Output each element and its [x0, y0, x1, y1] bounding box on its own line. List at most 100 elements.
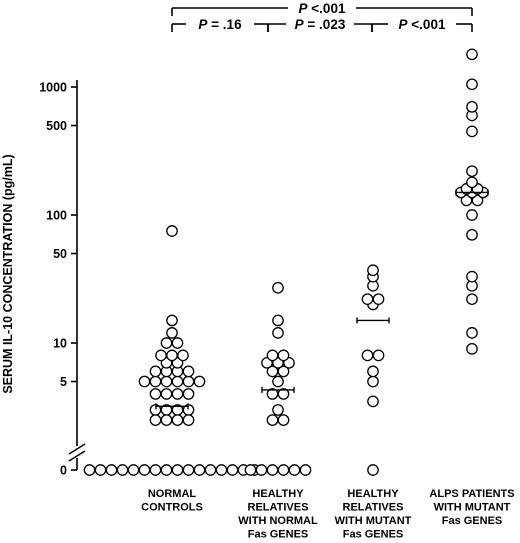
p-symbol: P — [399, 17, 409, 32]
p-value-text: <.001 — [408, 17, 446, 32]
axis-break-mark-1 — [68, 443, 86, 455]
p-value-label: P = .16 — [198, 17, 242, 32]
data-point — [149, 375, 162, 388]
data-point — [171, 388, 184, 400]
data-point — [466, 78, 478, 91]
data-point — [149, 388, 162, 400]
data-point — [266, 464, 279, 476]
data-point — [182, 365, 195, 378]
data-point — [127, 464, 140, 476]
data-point — [277, 464, 290, 476]
y-tick-label: 10 — [53, 337, 67, 351]
data-point — [193, 375, 206, 388]
data-point — [149, 414, 162, 426]
data-point — [288, 464, 301, 476]
p-value-text: = .023 — [304, 17, 346, 32]
data-point — [277, 388, 290, 400]
data-point — [116, 464, 129, 476]
category-label: WITH NORMAL — [238, 515, 318, 527]
data-point — [166, 349, 178, 362]
p-symbol: P — [295, 17, 305, 32]
y-ticks: 0 5 10 50 100 500 1000 — [39, 81, 77, 478]
y-tick-label: 5 — [60, 375, 67, 389]
data-point — [266, 349, 279, 362]
data-point — [367, 464, 379, 476]
data-point — [466, 125, 478, 138]
data-point — [177, 349, 189, 362]
data-point — [466, 165, 478, 178]
data-point — [466, 100, 478, 113]
y-tick-label: 100 — [46, 209, 67, 223]
data-point — [367, 264, 379, 277]
p-value-label: P = .023 — [295, 17, 346, 32]
data-point — [166, 327, 178, 339]
category-label: WITH MUTANT — [434, 502, 511, 514]
data-point — [466, 293, 478, 306]
data-point — [277, 365, 290, 378]
y-axis-label: SERUM IL-10 CONCENTRATION (pg/mL) — [1, 154, 15, 393]
y-tick-label: 0 — [60, 464, 67, 478]
data-point — [160, 375, 173, 388]
data-point — [372, 349, 385, 362]
data-point — [160, 388, 173, 400]
data-point — [171, 375, 184, 388]
data-point — [367, 395, 379, 408]
category-label: HEALTHY — [252, 488, 304, 500]
data-point — [94, 464, 107, 476]
data-point — [272, 314, 284, 327]
y-tick-label: 1000 — [39, 81, 67, 95]
data-point — [182, 375, 195, 388]
data-point — [361, 293, 374, 306]
data-point — [466, 209, 478, 221]
data-point — [277, 349, 290, 362]
data-point — [138, 375, 151, 388]
data-point — [466, 48, 478, 61]
median-lines — [155, 189, 489, 410]
data-point — [166, 314, 178, 327]
data-point — [466, 228, 478, 241]
data-point — [367, 365, 379, 378]
category-label: WITH MUTANT — [335, 515, 412, 527]
data-point — [160, 337, 173, 349]
p-value-label: P <.001 — [299, 1, 346, 16]
data-point — [372, 293, 385, 306]
p-value-text: <.001 — [308, 1, 346, 16]
data-point — [244, 464, 257, 476]
data-point — [367, 375, 379, 388]
data-point — [83, 464, 96, 476]
data-point — [138, 464, 151, 476]
data-point — [471, 194, 484, 207]
category-label: CONTROLS — [141, 502, 203, 514]
p-value-text: = .16 — [207, 17, 242, 32]
data-point — [182, 388, 195, 400]
data-point — [466, 327, 478, 339]
data-point — [182, 414, 195, 426]
category-label: Fas GENES — [248, 529, 309, 541]
p-symbol: P — [299, 1, 309, 16]
data-point — [149, 365, 162, 378]
data-point — [299, 464, 312, 476]
category-label: RELATIVES — [248, 502, 309, 514]
data-point — [361, 349, 374, 362]
p-value-label: P <.001 — [399, 17, 446, 32]
data-point — [160, 414, 173, 426]
data-point — [166, 225, 178, 237]
category-label: NORMAL — [148, 488, 197, 500]
data-point — [155, 349, 167, 362]
data-point — [193, 464, 206, 476]
data-point — [149, 464, 162, 476]
data-point — [466, 176, 478, 189]
category-label: HEALTHY — [347, 488, 399, 500]
data-point — [171, 414, 184, 426]
data-point — [277, 414, 290, 426]
category-label: Fas GENES — [343, 529, 404, 541]
data-point — [215, 464, 228, 476]
data-point — [266, 414, 279, 426]
data-point — [226, 464, 239, 476]
data-point — [105, 464, 118, 476]
category-label: Fas GENES — [442, 515, 503, 527]
data-point — [466, 270, 478, 283]
data-point — [466, 343, 478, 355]
